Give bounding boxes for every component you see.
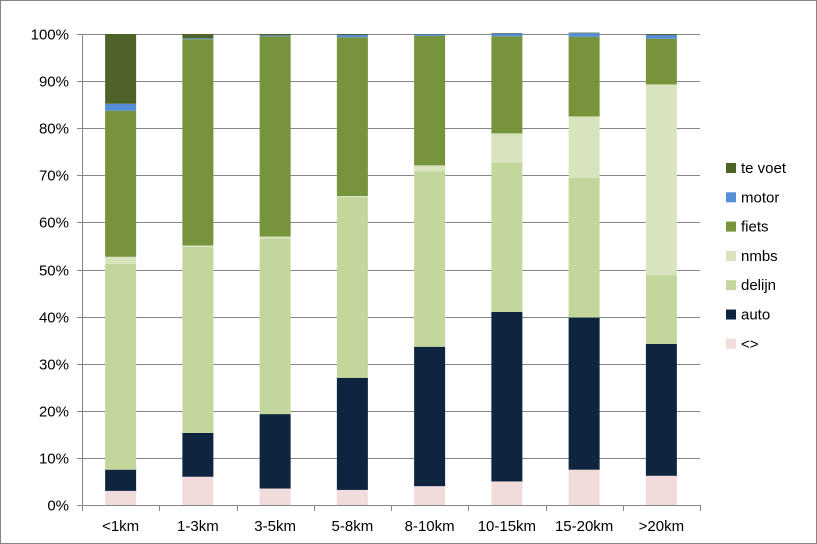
- legend-swatch: [726, 309, 736, 320]
- legend-swatch: [726, 192, 736, 203]
- y-tick-label: 10%: [39, 451, 69, 468]
- bar-segment-motor: [105, 103, 137, 111]
- y-tick-label: 0%: [47, 498, 69, 515]
- bar-segment--: [414, 486, 446, 505]
- bar-segment-motor: [568, 33, 600, 37]
- bar-segment-auto: [414, 346, 446, 487]
- bar-segment-delijn: [491, 162, 523, 312]
- x-tick-label: <1km: [102, 518, 139, 535]
- bar-segment-motor: [336, 34, 368, 38]
- bar-segment-fiets: [182, 39, 214, 246]
- x-tick-label: 5-8km: [332, 518, 374, 535]
- x-tick-label: 15-20km: [555, 518, 613, 535]
- bar-segment-nmbs: [259, 236, 291, 239]
- bar-segment-delijn: [645, 275, 677, 344]
- bar-segment-delijn: [336, 197, 368, 378]
- bar-segment-auto: [105, 469, 137, 491]
- x-tick-label: >20km: [639, 518, 684, 535]
- bar-segment-fiets: [414, 35, 446, 166]
- bar-segment-auto: [336, 377, 368, 490]
- y-tick-label: 80%: [39, 121, 69, 138]
- legend-label: auto: [741, 307, 770, 324]
- y-tick-label: 90%: [39, 74, 69, 91]
- x-tick-label: 8-10km: [405, 518, 455, 535]
- bar-segment-fiets: [568, 36, 600, 117]
- legend-label: motor: [741, 189, 779, 206]
- bar-segment-nmbs: [645, 84, 677, 276]
- bar-segment-auto: [259, 414, 291, 489]
- bar-segment-nmbs: [568, 116, 600, 178]
- bar-segment-te-voet: [182, 34, 214, 39]
- bar-segment-motor: [259, 35, 291, 37]
- bar-segment-te-voet: [259, 34, 291, 36]
- bar-segment-nmbs: [182, 245, 214, 247]
- bar-segment--: [645, 475, 677, 505]
- legend-swatch: [726, 250, 736, 261]
- x-tick-label: 10-15km: [478, 518, 536, 535]
- x-tick-label: 1-3km: [177, 518, 219, 535]
- y-tick-label: 50%: [39, 263, 69, 280]
- y-tick-label: 30%: [39, 357, 69, 374]
- legend-swatch: [726, 221, 736, 232]
- bar-segment--: [259, 488, 291, 505]
- bar-segment-te-voet: [645, 34, 677, 35]
- bar-segment-nmbs: [336, 196, 368, 198]
- bar-segment--: [336, 489, 368, 505]
- bar-segment-te-voet: [105, 34, 137, 104]
- bars: [105, 32, 677, 505]
- bar-segment-auto: [182, 432, 214, 477]
- legend-swatch: [726, 163, 736, 173]
- legend-label: <>: [741, 336, 759, 353]
- gridlines: [82, 34, 700, 459]
- bar-segment-fiets: [645, 38, 677, 85]
- bar-segment--: [491, 481, 523, 505]
- bar-segment-motor: [645, 34, 677, 39]
- bar-segment--: [568, 469, 600, 505]
- bar-segment-auto: [491, 311, 523, 482]
- bar-segment-delijn: [568, 177, 600, 318]
- bar-segment-delijn: [259, 238, 291, 415]
- bar-segment-fiets: [491, 36, 523, 134]
- legend-swatch: [726, 338, 736, 349]
- legend: te voet motor fiets nmbs delijn auto <>: [726, 160, 787, 353]
- bar-segment-motor: [491, 33, 523, 37]
- bar-segment-nmbs: [491, 133, 523, 163]
- bar-segment-auto: [645, 343, 677, 476]
- bar-segment-nmbs: [414, 165, 446, 172]
- legend-swatch: [726, 280, 736, 291]
- bar-segment-delijn: [414, 171, 446, 347]
- legend-label: nmbs: [741, 248, 778, 265]
- y-tick-label: 40%: [39, 310, 69, 327]
- y-tick-label: 70%: [39, 168, 69, 185]
- bar-segment-motor: [414, 34, 446, 36]
- legend-label: te voet: [741, 160, 787, 177]
- bar-segment-nmbs: [105, 256, 137, 264]
- bar-segment--: [105, 490, 137, 505]
- legend-label: delijn: [741, 277, 776, 294]
- axes: 0% 10% 20% 30% 40% 50% 60% 70% 80% 90% 100% <1km 1-3…: [31, 27, 701, 535]
- bar-segment-motor: [182, 38, 214, 40]
- bar-segment-auto: [568, 317, 600, 470]
- y-tick-label: 60%: [39, 215, 69, 232]
- bar-segment-fiets: [259, 36, 291, 237]
- bar-segment-delijn: [182, 246, 214, 433]
- legend-label: fiets: [741, 219, 769, 236]
- bar-segment-te-voet: [336, 34, 368, 35]
- y-tick-label: 100%: [31, 27, 69, 44]
- y-tick-label: 20%: [39, 404, 69, 421]
- bar-segment-delijn: [105, 263, 137, 470]
- bar-segment-fiets: [105, 110, 137, 257]
- bar-segment-fiets: [336, 37, 368, 197]
- bar-segment--: [182, 476, 214, 505]
- x-tick-label: 3-5km: [254, 518, 296, 535]
